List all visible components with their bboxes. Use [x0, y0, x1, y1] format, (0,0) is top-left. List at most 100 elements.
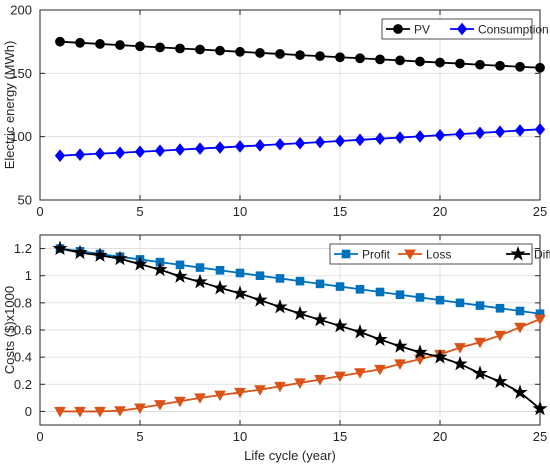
data-point	[515, 61, 525, 72]
data-point	[372, 331, 388, 346]
legend-item: Loss	[398, 248, 451, 262]
data-point	[232, 285, 248, 300]
data-point	[152, 261, 168, 277]
data-point	[495, 303, 505, 313]
data-point	[412, 344, 428, 359]
data-point	[432, 349, 448, 364]
data-point	[114, 146, 126, 160]
data-point	[174, 143, 186, 156]
y-tick-label: 50	[18, 193, 32, 208]
data-point	[212, 279, 228, 295]
data-point	[452, 355, 468, 371]
x-tick-label: 10	[233, 429, 247, 444]
axes-box	[39, 9, 541, 201]
data-point	[132, 256, 148, 271]
data-point	[94, 147, 106, 160]
data-point	[394, 359, 406, 370]
data-point	[315, 279, 325, 289]
data-point	[235, 46, 245, 57]
series-difference	[52, 240, 548, 416]
data-point	[172, 268, 188, 283]
y-tick-label: 0.4	[14, 350, 32, 365]
data-point	[292, 305, 308, 321]
x-axis-label: Life cycle (year)	[244, 448, 336, 463]
data-point	[175, 260, 185, 270]
data-point	[494, 125, 506, 139]
data-point	[312, 311, 328, 327]
data-point	[194, 142, 206, 155]
data-point	[294, 136, 306, 150]
y-tick-label: 150	[10, 66, 32, 81]
data-point	[154, 144, 166, 158]
data-point	[532, 400, 548, 416]
legend-marker	[393, 24, 403, 34]
data-point	[495, 60, 505, 71]
data-point	[455, 298, 465, 308]
y-tick-label: 100	[10, 129, 32, 144]
data-point	[75, 37, 85, 48]
data-point	[254, 139, 266, 152]
data-point	[194, 393, 206, 404]
data-point	[115, 40, 125, 50]
data-point	[334, 134, 346, 148]
data-point	[355, 53, 365, 64]
data-point	[74, 148, 86, 161]
data-point	[514, 124, 526, 137]
data-point	[95, 39, 105, 49]
legend-marker	[456, 22, 468, 36]
legend-item: Consumption	[450, 23, 549, 37]
y-tick-label: 200	[10, 3, 32, 18]
legend-item: PV	[386, 23, 430, 37]
y-tick-label: 1	[25, 268, 32, 283]
data-point	[295, 276, 305, 286]
x-tick-label: 25	[533, 204, 547, 219]
x-tick-label: 0	[36, 429, 43, 444]
data-point	[314, 135, 326, 149]
data-point	[195, 263, 205, 272]
chart-panel-2: 0 5 10 15 20 25 0 0.2 0.4 0.6 0.8 1 1.2 Costs ($)x100…	[2, 234, 550, 463]
data-point	[295, 50, 305, 60]
data-point	[214, 390, 226, 402]
legend: PV Consumption	[381, 18, 549, 40]
y-axis-label: Costs ($)x1000	[2, 286, 17, 374]
y-tick-label: 0.8	[14, 295, 32, 310]
data-point	[174, 396, 186, 408]
data-point	[52, 240, 68, 256]
data-point	[54, 406, 66, 418]
data-point	[134, 145, 146, 159]
data-point	[214, 141, 226, 154]
data-point	[354, 368, 366, 379]
data-point	[334, 371, 346, 383]
legend-item: Difference	[506, 245, 550, 262]
data-point	[512, 384, 528, 399]
data-point	[515, 306, 525, 316]
data-point	[215, 265, 225, 275]
data-point	[72, 244, 88, 260]
legend-label: Difference	[534, 248, 550, 262]
data-point	[234, 140, 246, 153]
data-point	[394, 131, 406, 144]
data-point	[472, 365, 488, 380]
data-point	[195, 44, 205, 55]
data-point	[74, 406, 86, 418]
data-point	[335, 282, 345, 291]
data-point	[332, 317, 348, 333]
x-tick-label: 15	[333, 204, 347, 219]
data-point	[492, 373, 508, 389]
data-point	[454, 127, 466, 141]
data-point	[395, 55, 405, 66]
data-point	[274, 381, 286, 393]
data-point	[355, 284, 365, 294]
data-point	[395, 290, 405, 300]
data-point	[154, 400, 166, 411]
y-tick-label: 0	[25, 404, 32, 419]
data-point	[415, 293, 425, 302]
y-tick-label: 1.2	[14, 241, 32, 256]
legend-marker	[404, 249, 416, 261]
data-point	[112, 250, 128, 266]
data-point	[392, 338, 408, 353]
legend-label: Consumption	[478, 23, 549, 37]
legend-box	[329, 243, 533, 265]
gridlines	[40, 235, 540, 425]
